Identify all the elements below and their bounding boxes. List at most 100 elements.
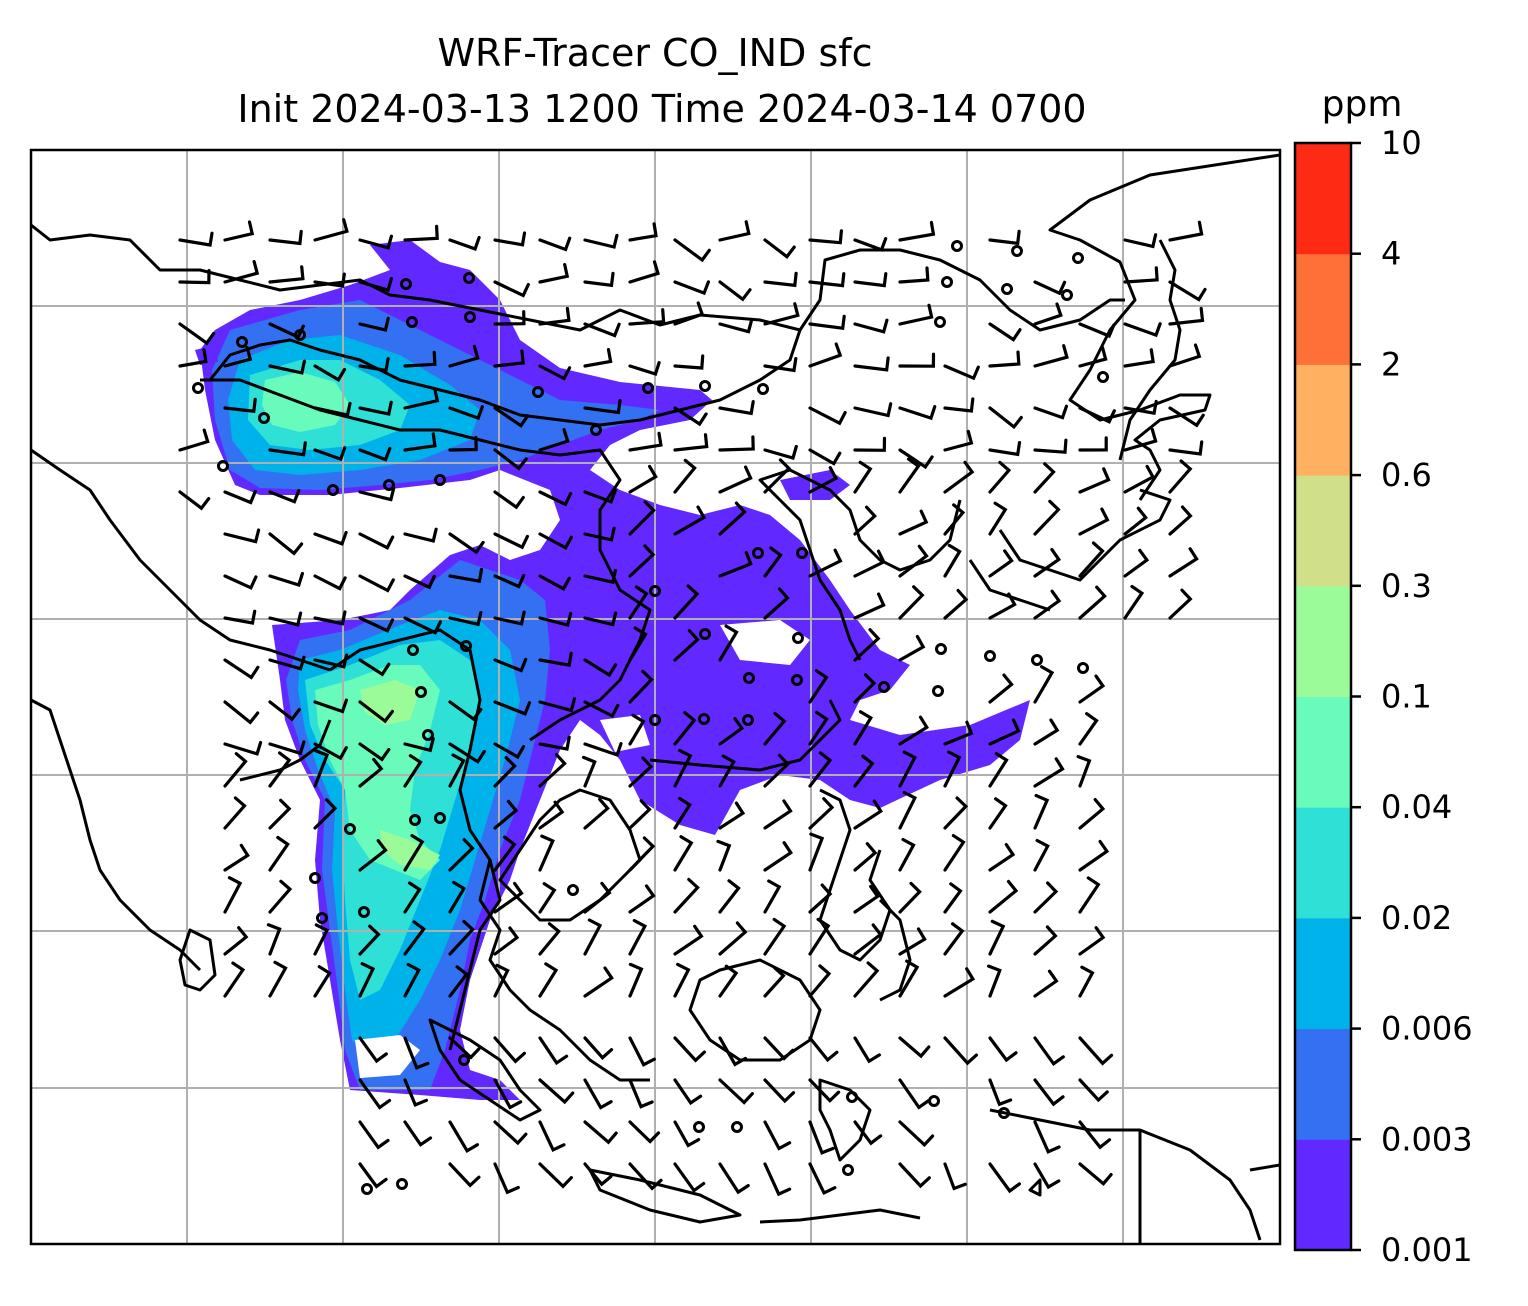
wind-barb	[898, 585, 925, 620]
wind-barb	[943, 503, 966, 536]
wind-barb	[493, 835, 517, 872]
wind-barb	[493, 1120, 528, 1146]
wind-barb	[628, 1120, 661, 1144]
plume-band-4	[262, 372, 440, 880]
wind-barb	[1078, 436, 1108, 452]
wind-barb	[853, 549, 886, 578]
wind-barb	[493, 349, 525, 368]
wind-barb	[538, 532, 573, 550]
wind-barb	[583, 797, 610, 830]
wind-barb	[1123, 266, 1159, 284]
wind-barb	[898, 881, 922, 914]
wind-barb	[313, 923, 330, 956]
wind-barb	[1033, 1036, 1065, 1067]
calm-marker	[757, 383, 769, 395]
wind-barb	[223, 740, 263, 756]
calm-marker	[1001, 283, 1013, 295]
wind-barb	[673, 433, 709, 452]
wind-barb	[673, 835, 694, 872]
calm-marker	[796, 547, 808, 559]
wind-barb	[853, 884, 880, 914]
wind-barb	[628, 361, 661, 377]
wind-barb	[268, 655, 306, 671]
wind-barb	[1033, 757, 1065, 788]
calm-marker	[934, 316, 946, 328]
colorbar-swatch	[1295, 1139, 1351, 1251]
wind-barb	[808, 917, 831, 956]
wind-barb	[1033, 302, 1063, 326]
wind-barb	[628, 918, 648, 956]
wind-barb	[763, 917, 787, 956]
calm-marker	[460, 640, 472, 652]
wind-barb	[673, 1162, 706, 1193]
calm-marker	[742, 714, 754, 726]
wind-barb	[943, 1162, 967, 1191]
wind-barb	[1168, 406, 1205, 428]
wind-barb	[223, 220, 255, 242]
wind-barb	[1168, 220, 1204, 242]
wind-barb	[448, 753, 466, 788]
wind-barb	[853, 799, 884, 830]
wind-barb	[628, 260, 660, 284]
colorbar-swatch	[1295, 1028, 1351, 1140]
wind-barb	[223, 346, 253, 368]
wind-barb	[943, 588, 969, 620]
wind-barb	[943, 460, 975, 494]
wind-barb	[718, 879, 741, 914]
wind-barb	[358, 1078, 392, 1110]
wind-barb	[988, 322, 1022, 342]
wind-barb	[898, 959, 920, 998]
wind-barb	[853, 592, 886, 620]
wind-barb	[673, 238, 711, 263]
wind-barb	[988, 718, 1021, 746]
wind-barb	[628, 962, 644, 998]
calm-marker	[951, 240, 963, 252]
wind-barb	[223, 876, 243, 914]
wind-barb	[1168, 280, 1207, 302]
wind-barb	[763, 271, 798, 288]
wind-barb	[673, 1078, 703, 1106]
wind-barb	[1123, 584, 1145, 620]
wind-barb	[223, 574, 258, 590]
wind-barb	[763, 587, 790, 620]
wind-barb	[718, 465, 753, 494]
calm-marker	[463, 272, 475, 284]
calm-marker	[361, 1183, 373, 1195]
calm-marker	[998, 1107, 1010, 1119]
calm-marker	[567, 884, 579, 896]
wind-barb	[448, 344, 480, 368]
wind-barb	[583, 322, 621, 338]
wind-barb	[538, 364, 572, 381]
wind-barb	[988, 501, 1008, 536]
wind-barb	[538, 236, 572, 252]
wind-barb	[943, 397, 975, 413]
wind-barb	[403, 1036, 430, 1070]
calm-marker	[1072, 252, 1084, 264]
wind-barb	[853, 923, 883, 956]
calm-marker	[383, 479, 395, 491]
wind-barb	[808, 1078, 841, 1103]
colorbar-swatch	[1295, 143, 1351, 255]
wind-barb	[358, 962, 376, 998]
calm-marker	[941, 276, 953, 288]
wind-barb	[718, 717, 745, 746]
wind-barb	[1123, 322, 1162, 338]
calm-marker	[590, 424, 602, 436]
wind-barb	[898, 927, 927, 956]
wind-barb	[673, 505, 707, 536]
wind-barb	[808, 832, 825, 872]
wind-barb	[358, 400, 393, 416]
wind-barb	[268, 441, 307, 457]
wind-barb	[538, 697, 576, 713]
wind-barb	[628, 1036, 656, 1067]
wind-barb	[1168, 547, 1199, 578]
wind-barb	[853, 710, 873, 746]
wind-barb	[358, 757, 384, 788]
wind-barb	[178, 490, 211, 511]
wind-barb	[493, 448, 528, 471]
wind-barb	[403, 387, 440, 410]
wind-barb	[313, 653, 349, 669]
wind-barb	[853, 628, 881, 662]
wind-barb	[268, 835, 290, 872]
wind-barb	[763, 546, 783, 578]
